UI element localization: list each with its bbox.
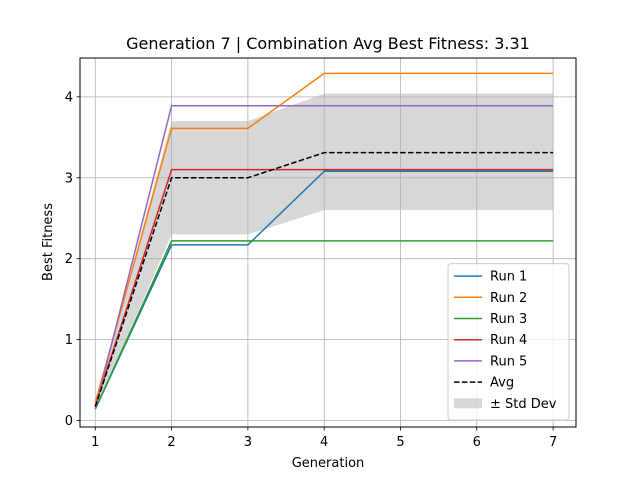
legend-label-run-4: Run 4: [490, 333, 527, 348]
x-tick-label: 1: [91, 435, 99, 450]
legend-label-std-dev: ± Std Dev: [490, 397, 557, 412]
legend-label-run-2: Run 2: [490, 291, 527, 306]
x-tick-label: 6: [473, 435, 481, 450]
x-tick-label: 5: [396, 435, 404, 450]
std-dev-band: [95, 93, 554, 411]
y-tick-label: 3: [65, 171, 73, 186]
chart-title: Generation 7 | Combination Avg Best Fitn…: [126, 34, 530, 53]
legend-box: [447, 263, 570, 421]
y-axis-label: Best Fitness: [41, 203, 56, 281]
y-tick-label: 0: [65, 414, 73, 429]
legend: Run 1 Run 2 Run 3 Run 4 Run 5 Avg ± Std Dev: [447, 263, 570, 421]
x-tick-label: 2: [167, 435, 175, 450]
x-tick-label: 7: [549, 435, 557, 450]
y-tick-label: 1: [65, 333, 73, 348]
legend-label-avg: Avg: [490, 376, 514, 391]
legend-label-run-5: Run 5: [490, 354, 527, 369]
y-tick-label: 4: [65, 90, 73, 105]
plot-frame: [79, 57, 577, 428]
series-line-avg: [94, 151, 554, 408]
x-axis-label: Generation: [292, 456, 365, 471]
y-tick-label: 2: [65, 252, 73, 267]
series-line-run-3: [94, 240, 554, 410]
x-tick-label: 3: [244, 435, 252, 450]
legend-swatch-std-dev: [454, 398, 482, 409]
series-line-run-1: [94, 170, 554, 410]
x-tick-label: 4: [320, 435, 328, 450]
legend-label-run-1: Run 1: [490, 270, 527, 285]
series-line-run-2: [94, 72, 554, 403]
series-line-run-5: [94, 104, 554, 410]
series-line-run-4: [94, 168, 554, 407]
legend-label-run-3: Run 3: [490, 312, 527, 327]
